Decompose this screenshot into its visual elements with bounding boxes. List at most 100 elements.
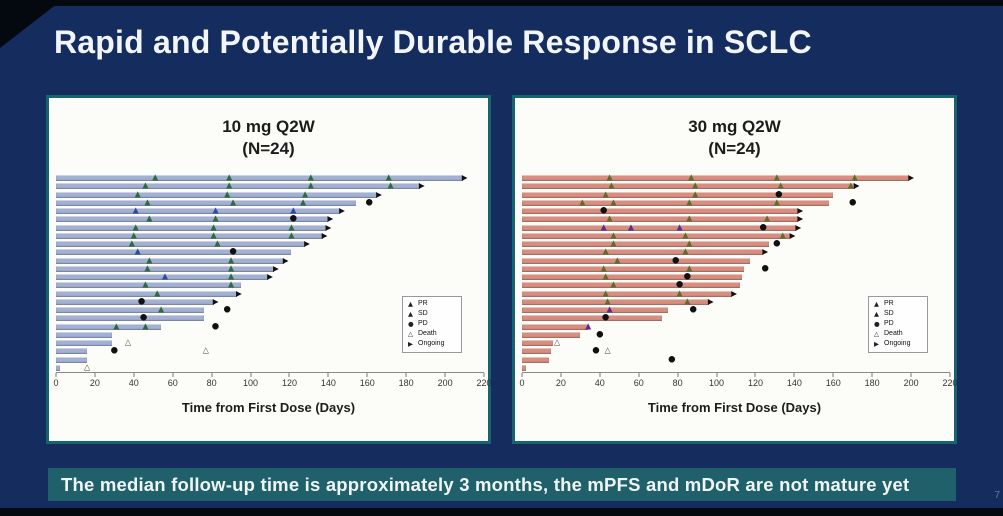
patient-row: ● — [522, 330, 950, 339]
ongoing-arrow-icon: ▶ — [731, 288, 738, 298]
patient-bar — [522, 241, 770, 248]
axis-tick-label: 20 — [555, 378, 566, 388]
patient-bar — [56, 298, 214, 305]
patient-row: ▲ ▶ — [56, 289, 484, 298]
pd-marker-icon: ● — [592, 345, 600, 356]
pd-marker-icon: ● — [601, 312, 610, 323]
death-marker-icon: △ — [202, 346, 209, 356]
legend-item-pr: ▲ PR — [874, 300, 925, 309]
patient-row: ▲ ▲ ▶ — [522, 288, 950, 298]
legend-label: PR — [884, 300, 894, 307]
pr-marker-icon: ▲ — [579, 197, 586, 207]
x-axis-ticks: 0 20 40 60 80 100 120 140 160 180 200 220 — [53, 373, 492, 391]
pr-marker-icon: ▲ — [210, 222, 217, 232]
legend-item-ongoing: ▶ Ongoing — [874, 340, 925, 349]
pr-marker-icon: ▲ — [307, 172, 314, 182]
pr-marker-icon: ▲ — [144, 263, 151, 273]
patient-row: ▲ ▲ ▶ — [56, 272, 484, 282]
axis-tick — [250, 373, 252, 377]
filled-triangle-icon: ▲ — [874, 300, 879, 308]
axis-tick — [560, 373, 562, 377]
sd-marker-icon: ▲ — [600, 222, 607, 232]
pd-marker-icon: ● — [668, 354, 676, 365]
patient-row: ▲ ▲ ● ▶ — [56, 215, 484, 223]
pr-marker-icon: ▲ — [228, 255, 235, 265]
axis-tick-label: 100 — [243, 378, 259, 388]
patient-row: ▲ ● — [522, 271, 950, 281]
pr-marker-icon: ▲ — [142, 280, 149, 290]
patient-row: ▲ ▲ ● — [522, 264, 950, 273]
patient-bar — [522, 257, 750, 264]
filled-circle-icon: ● — [874, 320, 880, 328]
axis-tick-label: 80 — [672, 378, 683, 388]
pd-marker-icon: ● — [849, 197, 857, 208]
filled-arrow-icon: ▶ — [874, 340, 879, 348]
ongoing-arrow-icon: ▶ — [267, 272, 273, 282]
axis-tick — [871, 373, 873, 377]
patient-bar — [56, 199, 356, 206]
axis-tick-label: 60 — [167, 378, 178, 388]
pr-marker-icon: ▲ — [604, 296, 611, 306]
filled-triangle-icon: ▲ — [874, 310, 879, 318]
patient-bar — [56, 307, 204, 314]
axis-tick — [133, 373, 135, 377]
patient-row: ▲ ● — [522, 256, 950, 265]
legend-label: SD — [418, 310, 428, 317]
axis-tick — [599, 373, 601, 377]
axis-tick-label: 180 — [864, 378, 880, 388]
legend-item-pd: ● PD — [408, 320, 459, 329]
pr-marker-icon: ▲ — [610, 280, 617, 290]
patient-row: ▲ ▲ ▲ ▶ — [56, 222, 484, 232]
axis-tick — [677, 373, 679, 377]
patient-row — [522, 364, 950, 372]
pr-marker-icon: ▲ — [773, 172, 780, 182]
axis-tick — [716, 373, 718, 377]
pr-marker-icon: ▲ — [847, 181, 854, 191]
legend-item-pr: ▲ PR — [408, 300, 459, 309]
patient-bar — [56, 323, 162, 330]
pr-marker-icon: ▲ — [301, 189, 309, 199]
top-left-corner-shadow — [0, 0, 62, 48]
open-triangle-icon: △ — [874, 330, 879, 338]
pd-marker-icon: ● — [289, 213, 298, 224]
pr-marker-icon: ▲ — [686, 197, 693, 207]
patient-bar — [56, 315, 204, 322]
patient-row: ● △ — [522, 347, 950, 355]
pd-marker-icon: ● — [229, 246, 237, 257]
axis-tick-label: 100 — [709, 378, 725, 388]
patient-bar — [522, 364, 526, 371]
patient-bar — [56, 232, 323, 239]
swimmer-plot-10mg: ▲ ▲ ▲ ▲ ▶ ▲ ▲ ▲ ▲ ▶ ▲ ▲ ▲ ▶ ▲ ▲ ▲ ● ▲ ▲ ▲ ▶ ▲ ▲ ● ▶ ▲ ▲ ▲ ▶ ▲ ▲ ▲ ▶ ▲ ▲ ▶ ▲ ● ▲… — [56, 172, 484, 373]
pd-marker-icon: ● — [773, 238, 781, 249]
axis-tick-label: 140 — [786, 378, 802, 388]
pr-marker-icon: ▲ — [688, 172, 695, 182]
patient-bar — [522, 175, 910, 182]
pr-marker-icon: ▲ — [610, 238, 617, 248]
ongoing-arrow-icon: ▶ — [376, 189, 382, 199]
patient-row: ● — [522, 354, 950, 365]
ongoing-arrow-icon: ▶ — [418, 181, 425, 191]
pr-marker-icon: ▲ — [779, 230, 786, 240]
axis-tick-label: 80 — [206, 378, 217, 388]
chart-title: 30 mg Q2W (N=24) — [515, 116, 954, 160]
pd-marker-icon: ● — [223, 304, 231, 315]
patient-row: ▲ ▲ ▲ ▶ — [56, 189, 484, 199]
patient-row: ▲ ▲ ▶ — [56, 255, 484, 265]
legend: ▲ PR ▲ SD ● PD △ Death ▶ Ongoing — [402, 296, 462, 353]
patient-bar — [522, 348, 552, 355]
axis-tick-label: 0 — [53, 378, 59, 388]
axis-tick — [793, 373, 795, 377]
pr-marker-icon: ▲ — [602, 271, 609, 281]
patient-bar — [56, 249, 292, 256]
death-marker-icon: △ — [84, 362, 91, 372]
patient-bar — [56, 282, 241, 289]
death-marker-icon: △ — [124, 337, 132, 347]
pd-marker-icon: ● — [775, 189, 783, 200]
bottom-edge-shadow — [0, 508, 1003, 516]
pr-marker-icon: ▲ — [692, 189, 699, 199]
pr-marker-icon: ▲ — [288, 230, 295, 240]
chart-n-label: (N=24) — [708, 139, 761, 158]
patient-bar — [56, 290, 237, 297]
axis-tick-label: 220 — [476, 378, 492, 388]
